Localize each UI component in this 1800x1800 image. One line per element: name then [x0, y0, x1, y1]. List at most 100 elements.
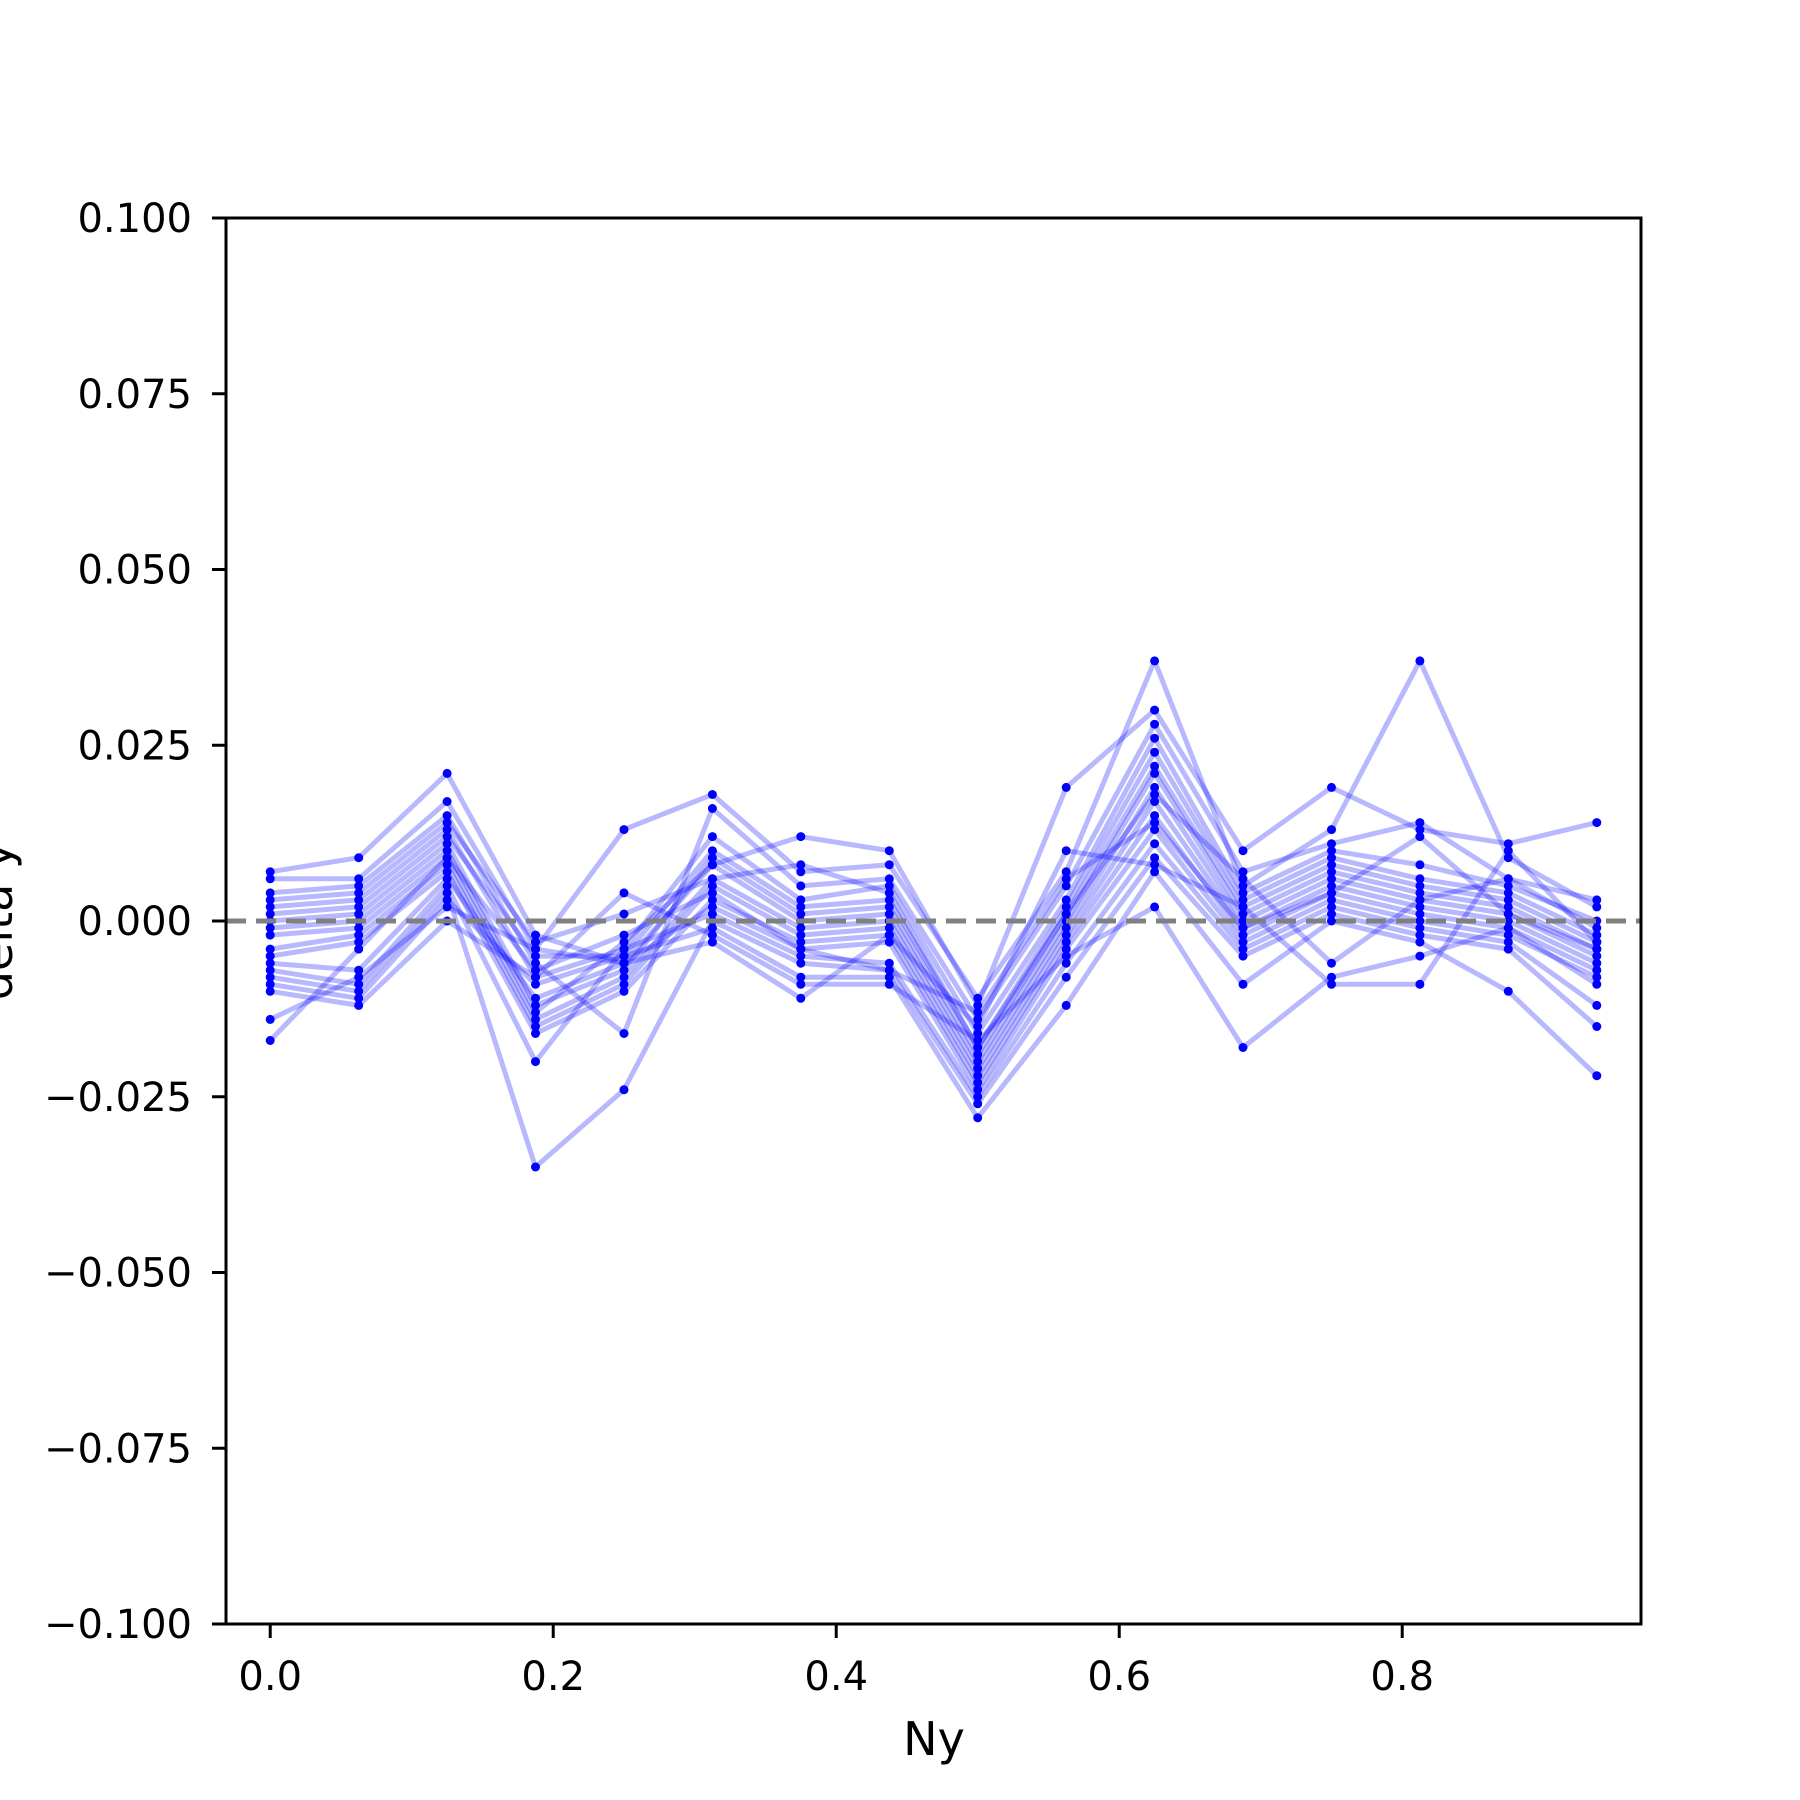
data-point-s12-1 — [265, 965, 275, 975]
data-point-s13-15 — [1503, 944, 1513, 954]
data-point-s13-12 — [1238, 951, 1248, 961]
data-point-s18-11 — [1150, 790, 1160, 799]
data-point-s12-15 — [1503, 937, 1513, 947]
data-point-s5-3 — [442, 832, 452, 842]
data-point-s2-3 — [442, 797, 452, 806]
data-point-s12-9 — [973, 1092, 983, 1102]
data-point-s8-9 — [973, 1064, 983, 1074]
data-point-s16-10 — [1061, 846, 1071, 856]
series-line-7 — [270, 770, 1598, 1065]
data-point-s18-3 — [442, 818, 452, 828]
data-point-s6-8 — [884, 902, 894, 912]
data-point-s11-1 — [265, 958, 275, 968]
data-point-s4-14 — [1415, 860, 1425, 870]
data-point-s11-6 — [707, 902, 717, 912]
data-point-s12-16 — [1592, 1000, 1602, 1010]
data-point-s14-7 — [796, 972, 806, 982]
data-point-s6-5 — [619, 965, 629, 975]
data-point-s16-8 — [884, 930, 894, 940]
y-tick-label: 0.050 — [77, 548, 192, 594]
data-point-s9-14 — [1415, 902, 1425, 912]
data-point-s4-15 — [1503, 881, 1513, 891]
data-point-s17-9 — [973, 1007, 983, 1017]
data-point-s15-6 — [707, 930, 717, 940]
data-point-s1-4 — [531, 930, 540, 940]
data-point-s2-8 — [884, 860, 894, 870]
data-point-s18-10 — [1061, 909, 1071, 919]
data-point-s9-15 — [1503, 916, 1513, 926]
data-point-s15-1 — [265, 986, 275, 996]
series-line-15 — [269, 890, 1599, 1050]
data-point-s5-4 — [531, 951, 540, 961]
data-point-s17-10 — [1061, 874, 1071, 884]
data-point-s10-3 — [442, 867, 452, 877]
data-point-s14-9 — [973, 1113, 983, 1123]
data-point-s14-1 — [265, 979, 275, 989]
data-point-s14-11 — [1150, 867, 1160, 877]
data-point-s14-3 — [442, 895, 452, 905]
data-point-s7-9 — [973, 1057, 983, 1067]
data-point-s6-13 — [1327, 860, 1336, 870]
data-point-s17-7 — [796, 944, 806, 954]
x-axis-ticks: 0.0 0.2 0.4 0.6 0.8 — [238, 1624, 1434, 1700]
series-line-8 — [270, 784, 1598, 1072]
data-point-s16-13 — [1327, 979, 1336, 989]
data-point-s4-11 — [1150, 733, 1160, 743]
series-line-13 — [269, 855, 1599, 1170]
data-point-s17-6 — [707, 888, 717, 898]
data-point-s3-4 — [531, 958, 540, 968]
data-point-s13-5 — [619, 1085, 629, 1095]
data-point-s11-3 — [442, 874, 452, 884]
data-point-s5-13 — [1327, 853, 1336, 863]
data-point-s13-9 — [973, 1099, 983, 1109]
data-point-s10-7 — [796, 937, 806, 947]
data-point-s10-5 — [619, 986, 629, 996]
data-point-s2-10 — [1061, 867, 1071, 877]
x-tick-label: 0.8 — [1370, 1654, 1434, 1700]
data-point-s8-12 — [1238, 916, 1248, 926]
data-point-s9-9 — [973, 1071, 983, 1081]
data-point-s12-6 — [707, 909, 717, 919]
data-point-s15-4 — [531, 972, 540, 982]
y-tick-label: 0.100 — [77, 196, 192, 242]
data-point-s18-15 — [1503, 874, 1513, 884]
data-point-s11-15 — [1503, 930, 1513, 940]
data-point-s1-12 — [1238, 846, 1248, 856]
data-point-s2-14 — [1415, 656, 1425, 666]
series-line-18 — [270, 792, 1599, 1050]
data-point-s10-16 — [1592, 965, 1602, 975]
data-point-s13-14 — [1415, 930, 1425, 940]
data-point-s14-14 — [1415, 937, 1425, 947]
data-point-s18-13 — [1327, 958, 1336, 968]
data-point-s15-2 — [354, 1000, 364, 1010]
data-point-s13-4 — [531, 1162, 540, 1172]
data-point-s5-6 — [707, 846, 717, 856]
data-point-s5-2 — [354, 902, 364, 912]
y-tick-label: −0.075 — [44, 1426, 192, 1472]
data-point-s12-11 — [1150, 839, 1160, 849]
data-point-s7-4 — [531, 1007, 540, 1017]
data-point-s2-15 — [1503, 853, 1513, 863]
data-point-s12-3 — [442, 881, 452, 891]
data-point-s14-13 — [1327, 916, 1336, 926]
data-point-s6-11 — [1150, 761, 1160, 771]
data-point-s18-4 — [531, 937, 540, 947]
data-point-s7-1 — [265, 923, 275, 933]
data-point-s17-1 — [265, 1036, 275, 1045]
data-point-s13-11 — [1150, 853, 1160, 863]
data-point-s17-4 — [531, 965, 540, 975]
data-point-s1-8 — [884, 846, 894, 856]
x-tick-label: 0.4 — [804, 1654, 868, 1700]
data-point-s9-1 — [265, 944, 275, 954]
data-point-s11-8 — [884, 937, 894, 947]
data-point-s4-6 — [707, 832, 717, 842]
x-tick-label: 0.0 — [238, 1654, 302, 1700]
data-point-s13-2 — [354, 986, 364, 996]
data-point-s2-9 — [973, 993, 983, 1003]
data-point-s16-12 — [1238, 902, 1248, 912]
data-point-s12-5 — [619, 944, 629, 954]
data-point-s17-13 — [1327, 888, 1336, 898]
data-point-s7-5 — [619, 937, 629, 947]
data-point-s7-11 — [1150, 768, 1160, 778]
